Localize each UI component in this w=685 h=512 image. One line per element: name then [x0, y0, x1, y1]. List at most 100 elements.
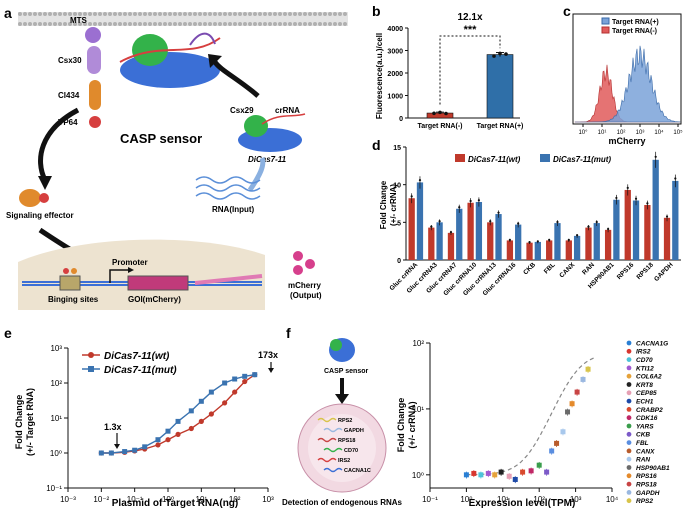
f-legend-marker [626, 498, 632, 504]
d-legend-swatch-mut [540, 154, 550, 162]
crrna-label: crRNA [275, 106, 300, 115]
f-legend-label: CEP85 [636, 390, 657, 397]
d-legend-wt: DiCas7-11(wt) [468, 155, 521, 164]
d-ytick-label: 10 [393, 183, 401, 190]
d-point [626, 186, 629, 189]
f-legend-marker [626, 340, 632, 346]
e-point [165, 428, 171, 434]
d-bar [672, 180, 679, 260]
d-ytick-label: 0 [397, 258, 401, 265]
csx29-top-shape [132, 34, 168, 66]
arrow-to-effector [38, 107, 80, 182]
d-point [449, 230, 453, 234]
f-xtick-label: 10⁻¹ [422, 495, 438, 504]
d-point [556, 220, 559, 224]
d-point [536, 240, 539, 243]
nucleus-shape [18, 239, 265, 310]
f-point [544, 469, 550, 475]
f-cell-rna-wave [323, 447, 343, 453]
b-category-label: Target RNA(+) [477, 123, 524, 130]
f-point [536, 462, 542, 468]
b-category-label: Target RNA(-) [418, 123, 463, 130]
f-down-arrow [335, 394, 349, 404]
f-legend-marker [626, 348, 632, 354]
e-point [222, 380, 228, 386]
panel-b: b Fluorescence(a.u.)/cell 0 1000 2000 3000 4… [372, 3, 523, 130]
d-point [634, 197, 638, 200]
c-xtick-label: 10⁴ [654, 129, 664, 136]
f-legend-marker [626, 481, 632, 487]
d-category-label: FBL [543, 261, 557, 275]
b-ytick-label: 4000 [387, 26, 403, 33]
d-ylabel2: (+/- crRNA) [389, 184, 398, 226]
e-annot-high-arrow [268, 368, 274, 373]
f-ytick-label: 10² [412, 339, 424, 348]
e-point [165, 437, 171, 443]
c-frame [572, 13, 682, 125]
f-cell-gene-label: IRS2 [338, 458, 350, 464]
csx29-label: Csx29 [230, 106, 254, 115]
d-point [508, 238, 511, 241]
f-legend-label: ECH1 [636, 399, 654, 406]
c-xtick-label: 10² [617, 130, 626, 136]
f-legend-label: FBL [636, 440, 649, 447]
e-xtick-label: 10⁻¹ [127, 495, 143, 504]
mcherry-output-label: (Output) [290, 291, 322, 300]
e-ytick-label: 10⁻¹ [46, 484, 62, 493]
d-point [587, 225, 590, 228]
f-ytick-label: 10⁰ [412, 471, 424, 480]
d-point [430, 225, 433, 228]
e-point [232, 389, 238, 395]
f-legend-label: CANX [636, 448, 655, 455]
d-bar [585, 227, 592, 260]
d-bar [624, 189, 631, 260]
f-ylabel2: (+/- crRNA) [407, 401, 417, 448]
f-point [580, 376, 586, 382]
f-point [520, 469, 526, 475]
b-fold-annotation: 12.1x [457, 12, 482, 23]
f-plot-area: 10⁻¹ 10⁰ 10¹ 10² 10³ 10⁴ 10⁰ 10¹ 10² [412, 339, 619, 504]
d-legend-swatch-wt [455, 154, 465, 162]
c-xtick-label: 10⁵ [673, 129, 683, 136]
e-legend-marker-mut [88, 366, 94, 372]
small-crrna-line [261, 113, 306, 125]
e-xtick-label: 10² [229, 495, 241, 504]
c-legend: Target RNA(+) Target RNA(-) [601, 17, 659, 35]
e-point [242, 373, 248, 379]
e-point [188, 408, 194, 414]
f-point [478, 472, 484, 478]
b-point [498, 51, 502, 56]
rna-input-label: RNA(Input) [212, 205, 255, 214]
e-ytick-label: 10¹ [50, 414, 62, 423]
e-legend-wt: DiCas7-11(wt) [104, 351, 170, 362]
b-significance: *** [464, 24, 478, 36]
c-legend-swatch-pos [601, 17, 610, 25]
d-category-label: CKB [522, 261, 537, 276]
d-bar [554, 223, 561, 260]
d-category-label: GAPDH [653, 261, 675, 283]
f-ylabel: Fold Change [396, 398, 406, 453]
b-point [438, 110, 442, 115]
e-point [122, 449, 128, 455]
signaling-effector-head [39, 193, 49, 203]
panel-c-letter: c [563, 3, 571, 19]
mcherry-dot-2 [305, 259, 315, 269]
f-legend-marker [626, 456, 632, 462]
casp-sensor-title: CASP sensor [120, 131, 202, 146]
f-legend-label: KTI12 [636, 365, 654, 372]
vp64-shape [89, 116, 101, 128]
f-point [528, 468, 534, 474]
f-point [506, 473, 512, 479]
e-point [155, 442, 161, 448]
d-point [567, 238, 570, 241]
d-point [469, 199, 472, 203]
d-point [528, 241, 531, 244]
goi-box [127, 275, 189, 291]
f-legend-label: YARS [636, 423, 654, 430]
e-point [252, 372, 258, 378]
f-legend-marker [626, 490, 632, 495]
e-legend: DiCas7-11(wt) DiCas7-11(mut) [82, 351, 177, 376]
e-point [175, 418, 181, 424]
d-point [576, 234, 579, 237]
e-point [142, 444, 148, 450]
